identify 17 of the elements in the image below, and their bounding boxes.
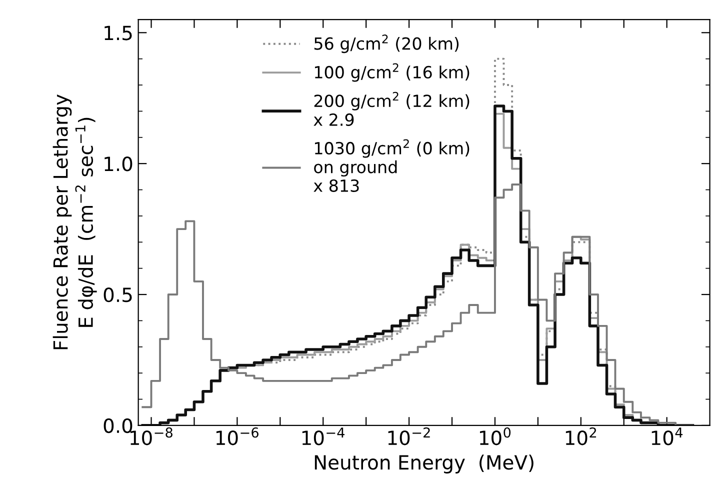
y-tick-label: 1.5 xyxy=(104,26,132,40)
x-tick-label: 10$^{−2}$ xyxy=(388,427,430,446)
text: 200 g/cm$^{2}$ (12 km) x 2.9 xyxy=(314,92,470,126)
text: 1030 g/cm$^{2}$ (0 km) on ground x 813 xyxy=(314,139,470,192)
x-tick-label: 10$^{0}$ xyxy=(480,427,511,446)
y-tick-label: 0.0 xyxy=(104,418,132,434)
y-tick-label: 0.5 xyxy=(104,287,132,302)
y-tick-label: 1.0 xyxy=(104,156,132,172)
legend-label: 56 g/cm$^{2}$ (20 km) xyxy=(314,34,459,54)
x-axis-title: Neutron Energy (MeV) xyxy=(314,454,534,474)
legend-label: 100 g/cm$^{2}$ (16 km) xyxy=(314,63,470,82)
y-axis-title: Fluence Rate per Lethargy E dφ/dE (cm$^{−2}$ sec$^{−1}$) xyxy=(52,94,97,350)
x-tick-label: 10$^{−6}$ xyxy=(216,427,258,446)
x-tick-label: 10$^{−4}$ xyxy=(302,428,344,446)
x-tick-label: 10$^{4}$ xyxy=(652,428,683,446)
x-tick-label: 10$^{−8}$ xyxy=(130,427,172,446)
x-tick-label: 10$^{2}$ xyxy=(566,427,596,446)
